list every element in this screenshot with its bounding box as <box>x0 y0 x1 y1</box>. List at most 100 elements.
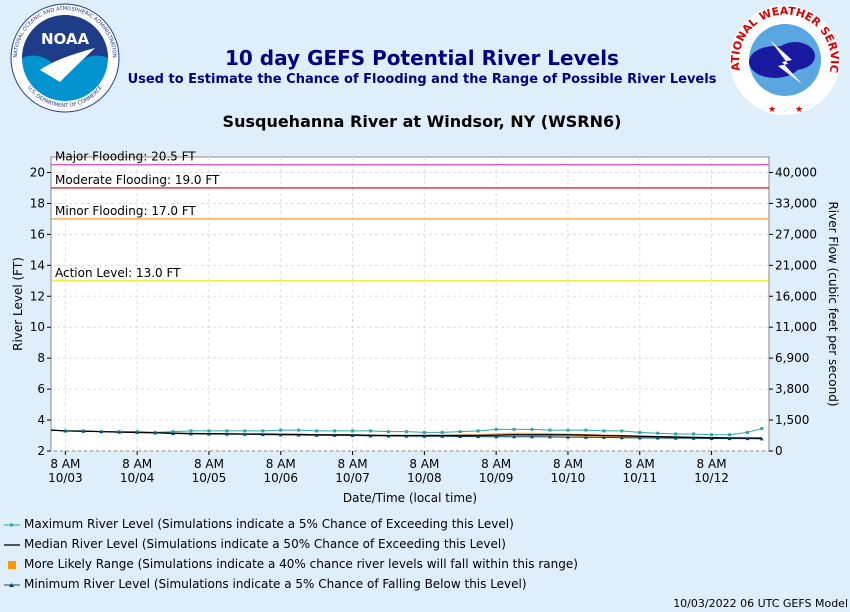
series-max-point <box>279 428 283 432</box>
series-min-point <box>260 433 265 437</box>
series-min-point <box>476 435 481 439</box>
series-min-point <box>637 436 642 440</box>
series-min-point <box>350 434 355 438</box>
x-tick-label-date: 10/12 <box>694 471 729 485</box>
noaa-logo: NOAA NATIONAL OCEANIC AND ATMOSPHERIC AD… <box>10 3 120 113</box>
y2-axis-label: River Flow (cubic feet per second) <box>826 201 840 406</box>
series-max-point <box>530 427 534 431</box>
series-min-point <box>117 430 122 434</box>
series-min-point <box>189 432 194 436</box>
y-tick-label: 16 <box>30 227 45 241</box>
series-min-point <box>727 437 732 441</box>
x-tick-label-date: 10/05 <box>192 471 227 485</box>
series-min-point <box>368 434 373 438</box>
series-min-point <box>99 430 104 434</box>
series-max-point <box>602 429 606 433</box>
y-tick-label: 12 <box>30 289 45 303</box>
legend-range-label: More Likely Range (Simulations indicate … <box>24 557 578 571</box>
series-max-point <box>512 427 516 431</box>
legend-median-label: Median River Level (Simulations indicate… <box>24 537 506 551</box>
x-tick-label-time: 8 AM <box>122 457 152 471</box>
y2-tick-label: 27,000 <box>775 227 817 241</box>
series-max-point <box>476 429 480 433</box>
threshold-label-moderate: Moderate Flooding: 19.0 FT <box>55 173 220 187</box>
series-min-point <box>332 433 337 437</box>
series-min-point <box>548 435 553 439</box>
x-tick-label-date: 10/06 <box>263 471 298 485</box>
series-max-point <box>404 430 408 434</box>
y-axis-label: River Level (FT) <box>11 257 25 351</box>
series-max-point <box>548 428 552 432</box>
x-tick-label-date: 10/03 <box>48 471 83 485</box>
legend-median-swatch-icon <box>4 539 20 549</box>
series-min-point <box>296 433 301 437</box>
series-max-point <box>638 430 642 434</box>
x-tick-label-date: 10/07 <box>335 471 370 485</box>
y-tick-label: 18 <box>30 196 45 210</box>
x-tick-label-time: 8 AM <box>625 457 655 471</box>
series-min-point <box>386 434 391 438</box>
series-min-point <box>494 435 499 439</box>
noaa-logo-text: NOAA <box>41 30 90 48</box>
location-title: Susquehanna River at Windsor, NY (WSRN6) <box>222 112 622 131</box>
series-max-point <box>745 430 749 434</box>
x-tick-label-date: 10/08 <box>407 471 442 485</box>
x-tick-label-time: 8 AM <box>338 457 368 471</box>
y-tick-label: 4 <box>37 413 45 427</box>
series-max-point <box>728 433 732 437</box>
series-max-point <box>692 432 696 436</box>
legend-item-max: Maximum River Level (Simulations indicat… <box>4 517 514 531</box>
nws-star-left-icon: ★ <box>768 105 776 115</box>
series-min-point <box>63 429 68 433</box>
series-min-point <box>458 434 463 438</box>
series-max-point <box>207 429 211 433</box>
y2-tick-label: 40,000 <box>775 165 817 179</box>
series-max-point <box>656 431 660 435</box>
series-min-point <box>224 432 229 436</box>
series-max-point <box>171 430 175 434</box>
series-min-point <box>530 435 535 439</box>
legend-item-min: Minimum River Level (Simulations indicat… <box>4 577 527 591</box>
series-min-point <box>404 434 409 438</box>
series-min-point <box>422 434 427 438</box>
legend-range-swatch-icon <box>4 559 20 569</box>
y-tick-label: 6 <box>37 382 45 396</box>
y-tick-label: 10 <box>30 320 45 334</box>
legend-max-label: Maximum River Level (Simulations indicat… <box>24 517 514 531</box>
series-max-point <box>369 429 373 433</box>
y2-tick-label: 0 <box>775 444 783 458</box>
y2-tick-label: 16,000 <box>775 289 817 303</box>
legend-item-median: Median River Level (Simulations indicate… <box>4 537 506 551</box>
y2-tick-label: 21,000 <box>775 258 817 272</box>
series-max-point <box>243 429 247 433</box>
y2-tick-label: 1,500 <box>775 413 809 427</box>
series-min-point <box>709 436 714 440</box>
series-min-point <box>314 433 319 437</box>
y-tick-label: 14 <box>30 258 45 272</box>
series-max-point <box>225 429 229 433</box>
x-tick-label-date: 10/11 <box>622 471 657 485</box>
series-max-point <box>297 428 301 432</box>
x-tick-label-time: 8 AM <box>194 457 224 471</box>
y-tick-label: 8 <box>37 351 45 365</box>
x-tick-label-date: 10/09 <box>479 471 514 485</box>
series-min-point <box>153 431 158 435</box>
series-max-point <box>710 433 714 437</box>
series-max-point <box>494 427 498 431</box>
x-tick-label-time: 8 AM <box>50 457 80 471</box>
legend-item-range: More Likely Range (Simulations indicate … <box>4 557 578 571</box>
legend-max-swatch-icon <box>4 519 20 529</box>
axis-ticks: 2 4 6 8 10 12 14 16 18 20 0 1,500 3,800 6,900 11,000 16… <box>30 165 817 485</box>
series-min-point <box>206 432 211 436</box>
x-tick-label-time: 8 AM <box>481 457 511 471</box>
series-max-point <box>458 430 462 434</box>
page-subtitle: Used to Estimate the Chance of Flooding … <box>127 72 717 87</box>
series-min-point <box>242 432 247 436</box>
series-range-band <box>51 430 762 439</box>
series-min-point <box>135 430 140 434</box>
y2-tick-label: 3,800 <box>775 382 809 396</box>
y-tick-label: 20 <box>30 165 45 179</box>
series-max-point <box>351 429 355 433</box>
series-max-point <box>315 429 319 433</box>
